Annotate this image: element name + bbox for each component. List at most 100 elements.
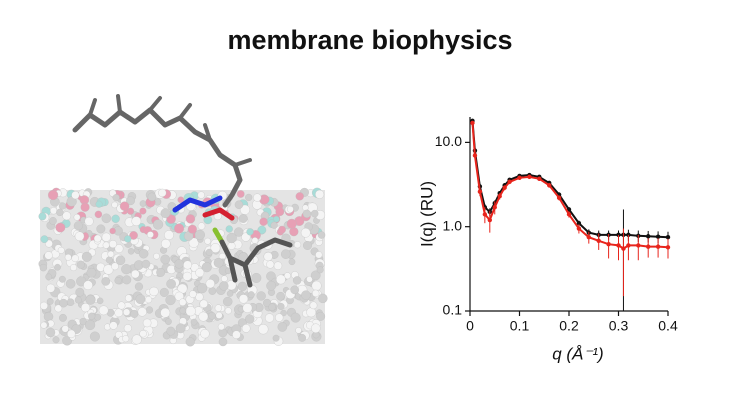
- membrane-bead: [86, 267, 97, 278]
- membrane-bead: [45, 273, 53, 281]
- membrane-bead: [263, 298, 272, 308]
- membrane-bead: [247, 291, 255, 299]
- membrane-bead: [242, 303, 253, 313]
- membrane-bead: [175, 323, 186, 334]
- membrane-bead: [286, 218, 297, 229]
- y-axis-label: I(q) (RU): [417, 181, 436, 247]
- membrane-bead: [197, 222, 206, 230]
- membrane-bead: [111, 201, 118, 209]
- membrane-bead: [182, 271, 192, 281]
- membrane-bead: [174, 259, 184, 269]
- membrane-bead: [109, 321, 118, 330]
- data-point: [586, 235, 591, 240]
- membrane-bead: [272, 334, 280, 342]
- membrane-bead: [135, 294, 146, 305]
- membrane-bead: [281, 249, 291, 259]
- data-point: [507, 179, 512, 185]
- data-point: [472, 153, 478, 158]
- data-point: [566, 212, 572, 217]
- data-point: [596, 238, 601, 244]
- membrane-bead: [47, 189, 59, 201]
- data-point: [487, 217, 492, 223]
- membrane-bead: [71, 191, 80, 200]
- membrane-bead: [257, 225, 267, 235]
- membrane-bead: [227, 242, 236, 250]
- membrane-bead: [214, 304, 222, 312]
- membrane-bead: [217, 323, 225, 331]
- membrane-bead: [293, 276, 302, 285]
- data-point: [636, 243, 641, 248]
- membrane-bead: [159, 287, 169, 297]
- membrane-bead: [57, 246, 65, 254]
- membrane-bead: [101, 232, 111, 242]
- membrane-bead: [303, 241, 312, 250]
- membrane-bead: [83, 280, 93, 290]
- membrane-bead: [315, 189, 325, 199]
- membrane-bead: [134, 282, 144, 291]
- membrane-bead: [245, 314, 255, 324]
- membrane-bead: [111, 262, 119, 271]
- membrane-bead: [205, 248, 213, 256]
- membrane-bead: [38, 212, 47, 221]
- membrane-bead: [127, 207, 135, 215]
- membrane-bead: [311, 323, 321, 333]
- membrane-bead: [46, 283, 56, 293]
- membrane-bead: [278, 225, 286, 234]
- membrane-bead: [59, 313, 67, 322]
- membrane-bead: [295, 192, 304, 201]
- membrane-bead: [208, 312, 216, 320]
- membrane-bead: [84, 319, 96, 331]
- data-point: [621, 246, 626, 251]
- membrane-bead: [52, 336, 60, 344]
- membrane-bead: [253, 193, 262, 202]
- data-point: [655, 244, 661, 249]
- membrane-bead: [127, 248, 135, 255]
- membrane-bead: [290, 285, 299, 295]
- membrane-bead: [179, 307, 187, 315]
- membrane-bead: [130, 310, 139, 318]
- membrane-bead: [141, 259, 151, 269]
- membrane-bead: [197, 191, 205, 199]
- membrane-bead: [215, 311, 223, 319]
- membrane-bead: [117, 301, 126, 310]
- membrane-bead: [96, 224, 106, 234]
- membrane-bead: [89, 331, 100, 342]
- membrane-bead: [316, 311, 326, 321]
- membrane-bead: [256, 291, 266, 301]
- data-point: [470, 120, 475, 126]
- membrane-bead: [309, 301, 318, 310]
- membrane-bead: [288, 258, 296, 266]
- membrane-bead: [200, 329, 210, 339]
- membrane-bead: [139, 207, 147, 215]
- membrane-bead: [270, 221, 278, 229]
- molecule: [72, 94, 293, 288]
- membrane-bead: [294, 241, 302, 249]
- membrane-bead: [312, 289, 320, 297]
- slide-title: membrane biophysics: [227, 25, 512, 55]
- membrane-bead: [238, 252, 248, 262]
- membrane-bead: [114, 308, 123, 318]
- membrane-bead: [251, 237, 259, 244]
- membrane-bead: [237, 281, 248, 292]
- membrane-bead: [98, 305, 109, 316]
- membrane-bead: [66, 298, 75, 306]
- membrane-bead: [315, 251, 323, 259]
- membrane-bead: [183, 260, 192, 270]
- membrane-bead: [300, 227, 311, 238]
- membrane-bead: [245, 193, 253, 202]
- membrane-bead: [107, 250, 115, 258]
- membrane-bead: [137, 307, 147, 317]
- membrane-bead: [96, 297, 104, 305]
- membrane-bead: [198, 311, 209, 322]
- membrane-bead: [76, 260, 85, 269]
- membrane-bead: [54, 263, 61, 271]
- membrane-bead: [275, 207, 285, 217]
- membrane-bead: [119, 201, 130, 211]
- membrane-bead: [306, 276, 313, 283]
- membrane-bead: [147, 192, 157, 202]
- membrane-bead: [188, 237, 199, 248]
- membrane-bead: [246, 228, 254, 236]
- membrane-bead: [219, 281, 229, 291]
- membrane-bead: [55, 222, 66, 233]
- data-point: [655, 234, 661, 239]
